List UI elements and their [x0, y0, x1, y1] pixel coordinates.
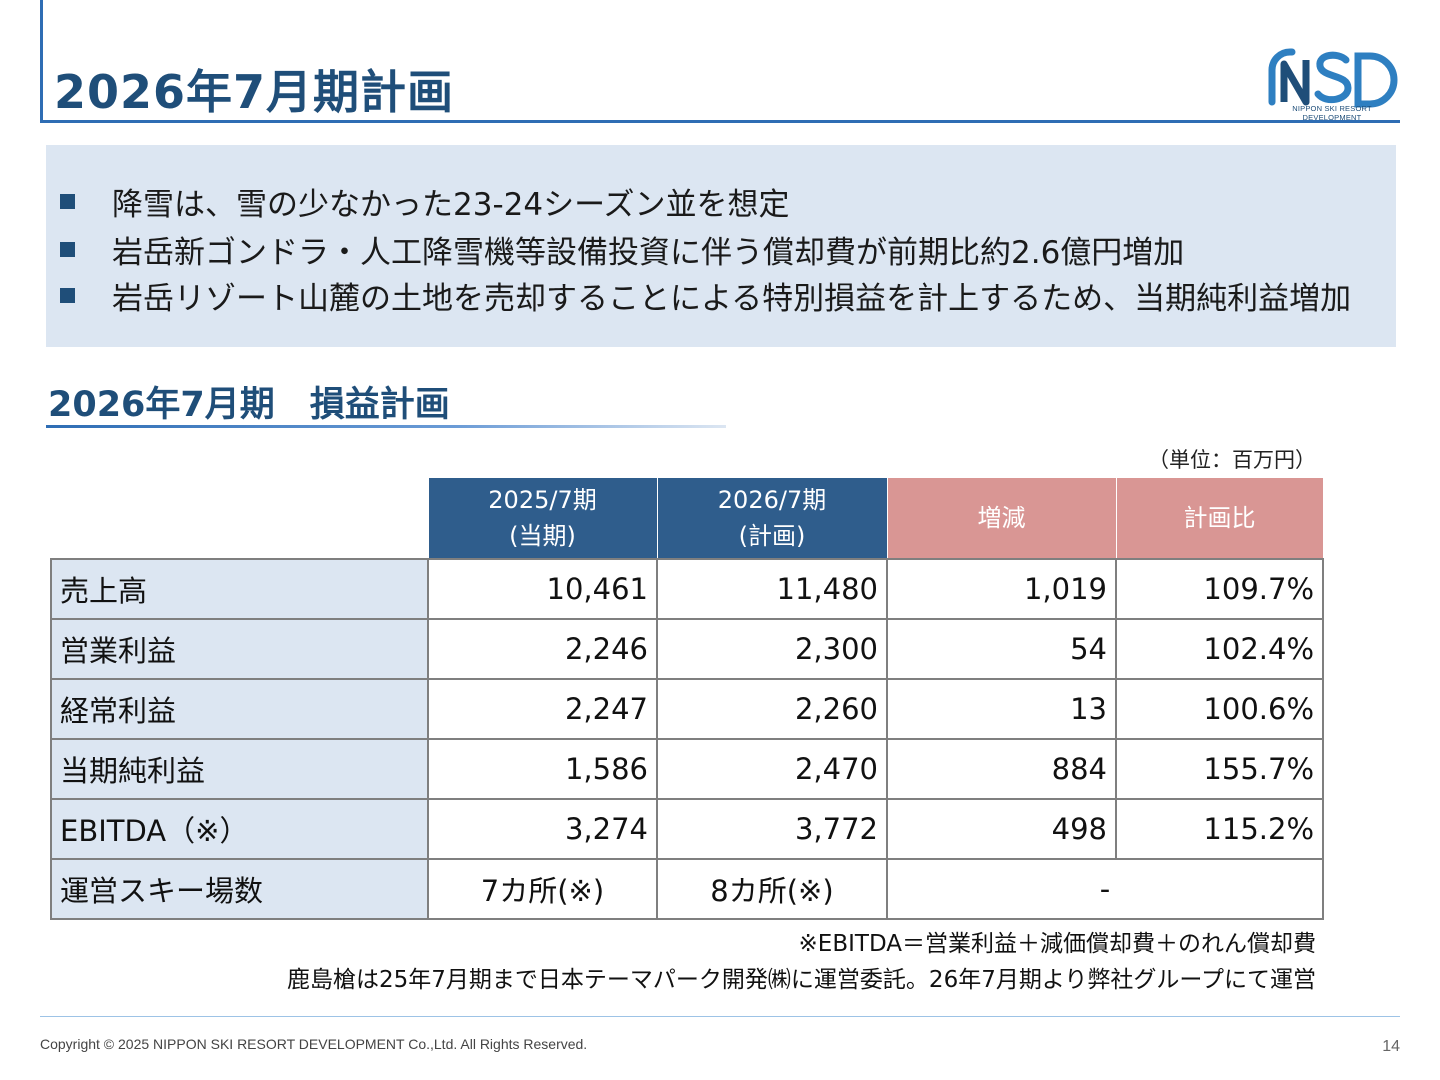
footer-divider	[40, 1016, 1400, 1017]
cell-change: 498	[886, 798, 1117, 860]
square-bullet-icon	[60, 241, 75, 257]
cell-ratio: 100.6%	[1115, 678, 1324, 740]
cell-current: 7カ所(※)	[427, 858, 658, 920]
title-underline	[40, 120, 1400, 123]
bullet-text: 降雪は、雪の少なかった23-24シーズン並を想定	[112, 186, 790, 223]
square-bullet-icon	[60, 193, 75, 209]
table-row: 売上高 10,461 11,480 1,019 109.7%	[50, 558, 1324, 620]
header-current-period: 2025/7期 (当期)	[427, 477, 658, 560]
cell-plan: 2,470	[656, 738, 888, 800]
cell-plan: 8カ所(※)	[656, 858, 888, 920]
row-label: 営業利益	[50, 618, 429, 680]
row-label: 当期純利益	[50, 738, 429, 800]
cell-plan: 11,480	[656, 558, 888, 620]
table-row: EBITDA（※） 3,274 3,772 498 115.2%	[50, 798, 1324, 860]
cell-current: 10,461	[427, 558, 658, 620]
section-title: 2026年7月期 損益計画	[48, 385, 450, 425]
footnote-kashimayari: 鹿島槍は25年7月期まで日本テーマパーク開発㈱に運営委託。26年7月期より弊社グ…	[287, 967, 1316, 993]
page-number: 14	[1382, 1038, 1400, 1055]
cell-ratio: 102.4%	[1115, 618, 1324, 680]
cell-plan: 3,772	[656, 798, 888, 860]
section-underline	[46, 425, 726, 428]
header-plan-period: 2026/7期 (計画)	[656, 477, 888, 560]
header-plan-ratio: 計画比	[1115, 477, 1324, 560]
footnote-ebitda: ※EBITDA＝営業利益＋減価償却費＋のれん償却費	[798, 931, 1316, 957]
summary-box: 降雪は、雪の少なかった23-24シーズン並を想定 岩岳新ゴンドラ・人工降雪機等設…	[46, 145, 1396, 347]
row-label: EBITDA（※）	[50, 798, 429, 860]
page-title: 2026年7月期計画	[54, 65, 455, 119]
cell-plan: 2,300	[656, 618, 888, 680]
cell-change: 884	[886, 738, 1117, 800]
square-bullet-icon	[60, 287, 75, 303]
cell-current: 2,247	[427, 678, 658, 740]
table-row: 経常利益 2,247 2,260 13 100.6%	[50, 678, 1324, 740]
profit-plan-table: 2025/7期 (当期) 2026/7期 (計画) 増減 計画比 売上高 10,…	[50, 477, 1324, 920]
table-row: 営業利益 2,246 2,300 54 102.4%	[50, 618, 1324, 680]
cell-current: 1,586	[427, 738, 658, 800]
logo-subtitle: NIPPON SKI RESORT DEVELOPMENT	[1292, 104, 1372, 122]
cell-change-merged: -	[886, 858, 1324, 920]
cell-plan: 2,260	[656, 678, 888, 740]
cell-ratio: 155.7%	[1115, 738, 1324, 800]
bullet-text: 岩岳新ゴンドラ・人工降雪機等設備投資に伴う償却費が前期比約2.6億円増加	[112, 234, 1185, 271]
header-blank	[50, 477, 429, 560]
cell-ratio: 115.2%	[1115, 798, 1324, 860]
table-row: 運営スキー場数 7カ所(※) 8カ所(※) -	[50, 858, 1324, 920]
company-logo	[1268, 48, 1398, 108]
unit-label: （単位：百万円）	[1148, 448, 1316, 472]
row-label: 運営スキー場数	[50, 858, 429, 920]
cell-change: 1,019	[886, 558, 1117, 620]
table-row: 当期純利益 1,586 2,470 884 155.7%	[50, 738, 1324, 800]
row-label: 売上高	[50, 558, 429, 620]
cell-ratio: 109.7%	[1115, 558, 1324, 620]
cell-current: 2,246	[427, 618, 658, 680]
cell-change: 13	[886, 678, 1117, 740]
cell-change: 54	[886, 618, 1117, 680]
cell-current: 3,274	[427, 798, 658, 860]
header-change: 増減	[886, 477, 1117, 560]
title-left-accent	[40, 0, 43, 122]
bullet-text: 岩岳リゾート山麓の土地を売却することによる特別損益を計上するため、当期純利益増加	[112, 280, 1352, 317]
copyright: Copyright © 2025 NIPPON SKI RESORT DEVEL…	[40, 1036, 588, 1052]
row-label: 経常利益	[50, 678, 429, 740]
table-header-row: 2025/7期 (当期) 2026/7期 (計画) 増減 計画比	[50, 477, 1324, 560]
